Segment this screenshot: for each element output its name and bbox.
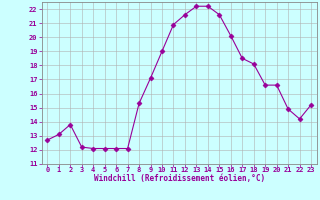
X-axis label: Windchill (Refroidissement éolien,°C): Windchill (Refroidissement éolien,°C) [94,174,265,183]
